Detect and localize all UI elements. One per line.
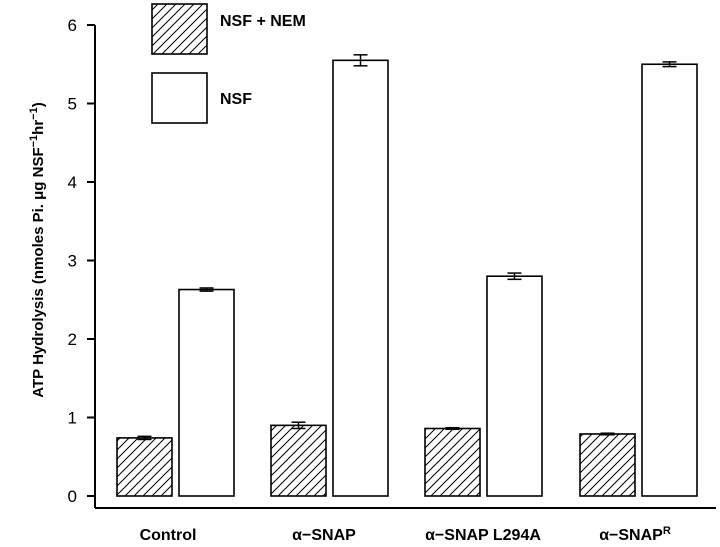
error-bar bbox=[137, 435, 152, 441]
category-labels: Control α−SNAP α−SNAP L294A α−SNAPR bbox=[140, 525, 671, 544]
category-label: Control bbox=[140, 527, 197, 544]
legend: NSF + NEM NSF bbox=[151, 3, 306, 124]
y-tick-label: 6 bbox=[68, 16, 77, 35]
error-bar bbox=[199, 287, 214, 292]
bar-nsf bbox=[641, 63, 698, 497]
error-bar bbox=[353, 54, 368, 67]
legend-label-nsf-nem: NSF + NEM bbox=[220, 13, 306, 30]
error-bar bbox=[662, 61, 677, 68]
bar-nsf bbox=[332, 59, 389, 497]
bar-nsf bbox=[178, 288, 235, 497]
bar-nsf-nem bbox=[116, 437, 173, 497]
y-tick-label: 4 bbox=[68, 173, 77, 192]
category-label: α−SNAP bbox=[292, 527, 356, 544]
error-bar bbox=[507, 272, 522, 281]
bar-nsf-nem bbox=[270, 424, 327, 497]
legend-swatch-nsf bbox=[151, 72, 208, 124]
bar-nsf bbox=[486, 275, 543, 497]
error-bar bbox=[291, 421, 306, 430]
y-tick-label: 5 bbox=[68, 95, 77, 114]
category-label: α−SNAPR bbox=[599, 525, 671, 544]
bar-nsf-nem bbox=[424, 427, 481, 497]
y-tick-label: 3 bbox=[68, 252, 77, 271]
legend-swatch-nsf-nem bbox=[151, 3, 208, 55]
error-bars bbox=[137, 54, 677, 441]
y-axis: 0 1 2 3 4 5 6 bbox=[68, 16, 96, 508]
error-bar bbox=[445, 426, 460, 431]
bars bbox=[116, 59, 698, 497]
y-tick-label: 1 bbox=[68, 409, 77, 428]
legend-label-nsf: NSF bbox=[220, 91, 252, 108]
bar-nsf-nem bbox=[579, 433, 636, 497]
y-tick-label: 0 bbox=[68, 487, 77, 506]
category-label: α−SNAP L294A bbox=[425, 527, 541, 544]
error-bar bbox=[600, 432, 615, 436]
y-tick-label: 2 bbox=[68, 330, 77, 349]
y-axis-title: ATP Hydrolysis (nmoles Pi. μg NSF−1hr−1) bbox=[28, 102, 47, 397]
